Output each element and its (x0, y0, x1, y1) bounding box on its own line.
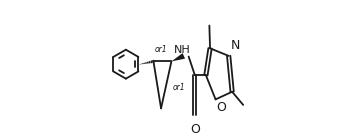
Text: NH: NH (173, 45, 190, 54)
Text: N: N (230, 39, 240, 52)
Text: or1: or1 (155, 45, 167, 54)
Text: O: O (217, 101, 227, 114)
Text: or1: or1 (173, 83, 185, 93)
Text: O: O (190, 123, 200, 136)
Polygon shape (171, 53, 185, 61)
